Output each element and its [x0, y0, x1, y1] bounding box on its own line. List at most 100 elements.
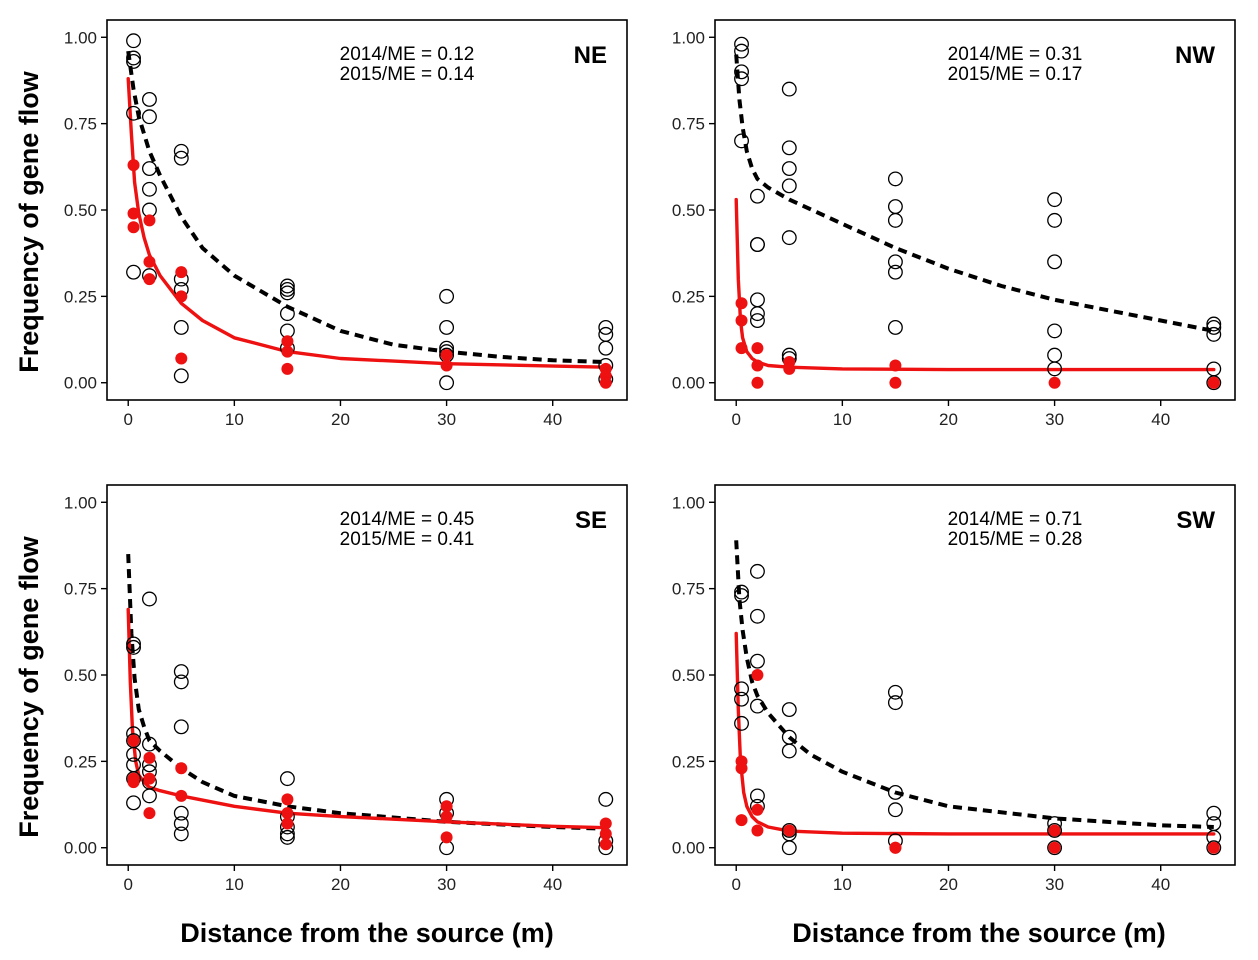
y-tick-label: 0.75: [672, 580, 705, 599]
data-point-2014: [782, 82, 796, 96]
data-point-2015: [175, 266, 187, 278]
data-point-2015: [175, 353, 187, 365]
fit-line-2015: [128, 79, 606, 368]
annotation-2015: 2015/ME = 0.17: [948, 64, 1083, 85]
x-tick-label: 10: [225, 410, 244, 429]
data-point-2015: [143, 273, 155, 285]
y-tick-label: 1.00: [672, 28, 705, 47]
y-tick-label: 1.00: [64, 28, 97, 47]
annotation-2015: 2015/ME = 0.14: [340, 64, 475, 85]
data-point-2014: [1207, 817, 1221, 831]
data-point-2015: [751, 377, 763, 389]
x-tick-label: 40: [1151, 875, 1170, 894]
fit-line-2014: [736, 55, 1214, 331]
data-point-2015: [281, 346, 293, 358]
data-point-2014: [782, 841, 796, 855]
data-point-2015: [441, 349, 453, 361]
y-axis-title-top: Frequency of gene flow: [14, 70, 44, 373]
data-point-2014: [174, 720, 188, 734]
data-point-2014: [1048, 348, 1062, 362]
annotation-2014: 2014/ME = 0.31: [948, 44, 1083, 65]
y-tick-label: 0.25: [672, 287, 705, 306]
data-point-2015: [751, 824, 763, 836]
data-point-2015: [889, 377, 901, 389]
annotation-2014: 2014/ME = 0.45: [340, 509, 475, 530]
data-point-2014: [889, 803, 903, 817]
data-point-2015: [128, 159, 140, 171]
y-axis-title-bottom: Frequency of gene flow: [14, 535, 44, 838]
y-tick-label: 0.25: [672, 752, 705, 771]
data-point-2014: [889, 200, 903, 214]
y-tick-label: 0.25: [64, 752, 97, 771]
x-tick-label: 30: [1045, 875, 1064, 894]
data-point-2015: [889, 359, 901, 371]
data-point-2015: [751, 804, 763, 816]
fit-line-2014: [736, 540, 1214, 827]
x-tick-label: 10: [833, 410, 852, 429]
data-point-2015: [128, 221, 140, 233]
y-tick-label: 0.75: [672, 115, 705, 134]
data-point-2015: [736, 315, 748, 327]
data-point-2015: [751, 359, 763, 371]
data-point-2014: [782, 179, 796, 193]
data-point-2014: [782, 141, 796, 155]
y-tick-label: 0.00: [672, 374, 705, 393]
data-point-2015: [281, 807, 293, 819]
data-point-2014: [735, 717, 749, 731]
data-point-2014: [143, 789, 157, 803]
data-point-2014: [440, 376, 454, 390]
data-point-2015: [441, 800, 453, 812]
x-tick-label: 10: [225, 875, 244, 894]
data-point-2015: [175, 290, 187, 302]
panel-ne: 0 10 20 30 400.000.250.500.751.002014/ME = 0…: [64, 20, 627, 429]
data-point-2015: [600, 377, 612, 389]
x-tick-label: 0: [731, 410, 740, 429]
y-tick-label: 0.00: [64, 839, 97, 858]
data-point-2014: [127, 796, 141, 810]
annotation-2014: 2014/ME = 0.71: [948, 509, 1083, 530]
data-point-2015: [441, 359, 453, 371]
data-point-2015: [281, 335, 293, 347]
data-point-2015: [128, 776, 140, 788]
y-tick-label: 0.75: [64, 115, 97, 134]
y-tick-label: 0.50: [64, 201, 97, 220]
data-point-2015: [600, 838, 612, 850]
data-point-2015: [175, 762, 187, 774]
data-point-2014: [174, 827, 188, 841]
data-point-2015: [600, 828, 612, 840]
x-tick-label: 10: [833, 875, 852, 894]
data-point-2015: [441, 811, 453, 823]
data-point-2014: [782, 744, 796, 758]
data-point-2015: [1049, 842, 1061, 854]
y-tick-label: 0.50: [672, 201, 705, 220]
data-point-2014: [127, 758, 141, 772]
x-tick-label: 30: [1045, 410, 1064, 429]
y-tick-label: 0.75: [64, 580, 97, 599]
data-point-2014: [751, 238, 765, 252]
fit-line-2015: [128, 609, 606, 827]
data-point-2014: [782, 703, 796, 717]
x-tick-label: 40: [543, 410, 562, 429]
panel-se: 0 10 20 30 40 0.00 0.25 0.50 0.75 1.00 2014/ME = 0…: [64, 485, 627, 894]
panel-label: SW: [1176, 507, 1215, 534]
panel-sw: 0 10 20 30 40 0.00 0.25 0.50 0.75 1.00 2014/ME = 0…: [672, 485, 1235, 894]
data-point-2015: [1049, 377, 1061, 389]
x-tick-label: 30: [437, 875, 456, 894]
data-point-2014: [889, 265, 903, 279]
data-point-2014: [782, 231, 796, 245]
y-tick-label: 0.50: [64, 666, 97, 685]
x-tick-label: 20: [939, 875, 958, 894]
data-point-2014: [143, 182, 157, 196]
data-point-2014: [127, 265, 141, 279]
x-tick-label: 40: [543, 875, 562, 894]
x-axis-title-left: Distance from the source (m): [180, 918, 554, 948]
data-point-2014: [889, 321, 903, 335]
data-point-2014: [1048, 214, 1062, 228]
annotation-2015: 2015/ME = 0.28: [948, 529, 1083, 550]
data-point-2014: [751, 609, 765, 623]
x-tick-label: 40: [1151, 410, 1170, 429]
data-point-2014: [889, 696, 903, 710]
data-point-2014: [127, 55, 141, 69]
y-tick-label: 1.00: [64, 493, 97, 512]
data-point-2014: [440, 290, 454, 304]
